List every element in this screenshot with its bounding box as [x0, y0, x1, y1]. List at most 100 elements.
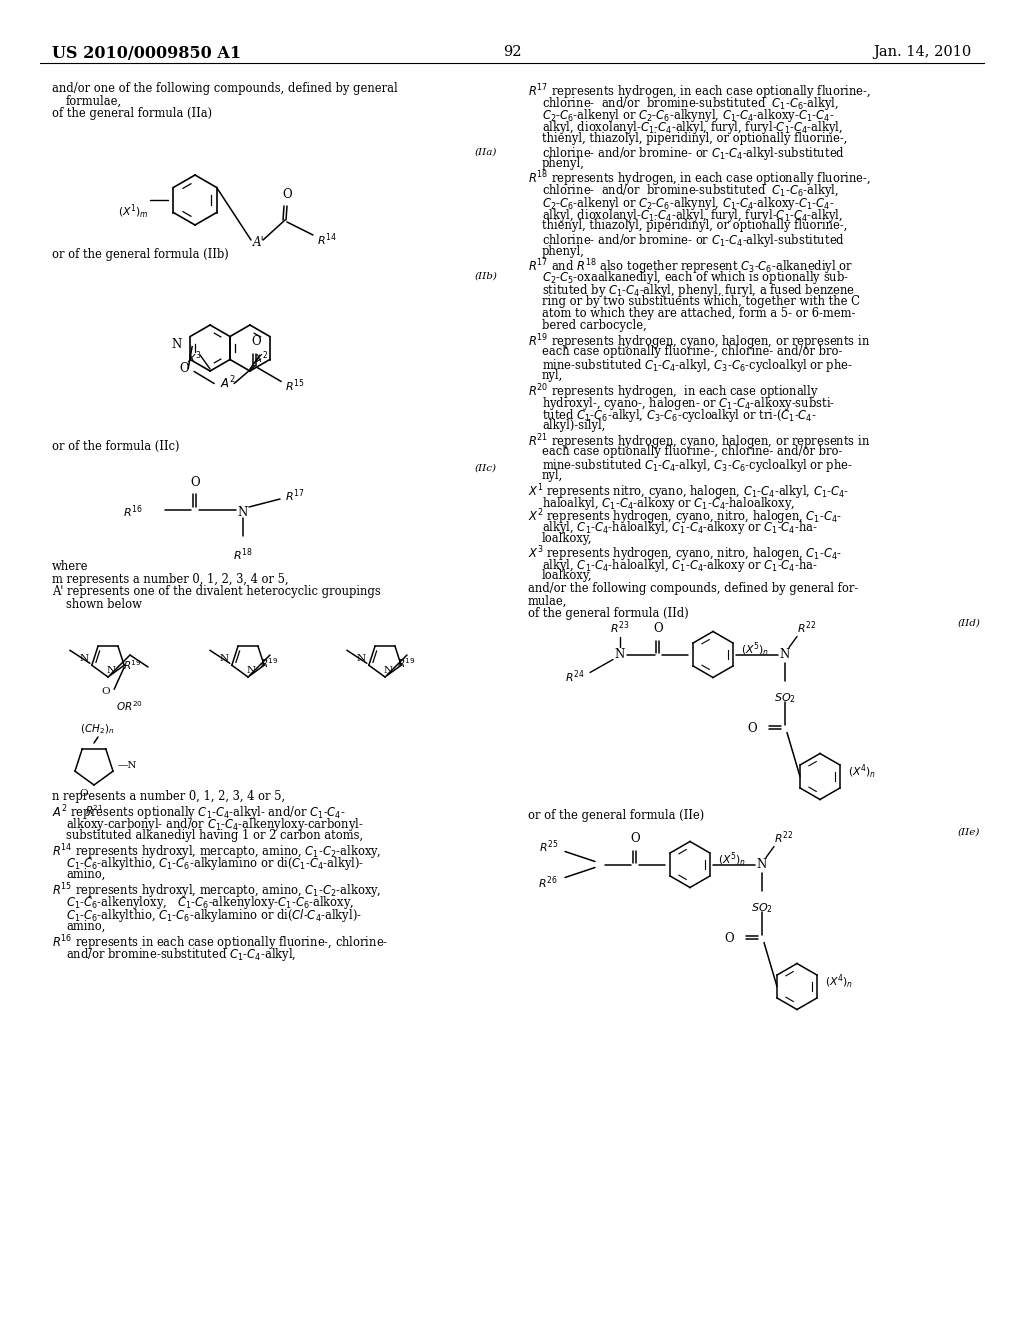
Text: alkyl, dioxolanyl-$C_1$-$C_4$-alkyl, furyl, furyl-$C_1$-$C_4$-alkyl,: alkyl, dioxolanyl-$C_1$-$C_4$-alkyl, fur… [542, 207, 843, 224]
Text: $C_2$-$C_6$-alkenyl or $C_2$-$C_6$-alkynyl, $C_1$-$C_4$-alkoxy-$C_1$-$C_4$-: $C_2$-$C_6$-alkenyl or $C_2$-$C_6$-alkyn… [542, 107, 835, 124]
Text: O: O [653, 622, 663, 635]
Text: shown below: shown below [66, 598, 142, 610]
Text: $R^{16}$: $R^{16}$ [123, 504, 143, 520]
Text: $R^{21}$ represents hydrogen, cyano, halogen, or represents in: $R^{21}$ represents hydrogen, cyano, hal… [528, 432, 870, 451]
Text: O: O [251, 335, 261, 348]
Text: (IIa): (IIa) [475, 148, 497, 157]
Text: $R^{15}$ represents hydroxyl, mercapto, amino, $C_1$-$C_2$-alkoxy,: $R^{15}$ represents hydroxyl, mercapto, … [52, 880, 382, 900]
Text: O: O [630, 832, 640, 845]
Text: $R^{14}$: $R^{14}$ [317, 232, 337, 248]
Text: $R^{20}$ represents hydrogen,  in each case optionally: $R^{20}$ represents hydrogen, in each ca… [528, 381, 819, 401]
Text: N: N [780, 648, 791, 661]
Text: A' represents one of the divalent heterocyclic groupings: A' represents one of the divalent hetero… [52, 585, 381, 598]
Text: chlorine- and/or bromine- or $C_1$-$C_4$-alkyl-substituted: chlorine- and/or bromine- or $C_1$-$C_4$… [542, 144, 845, 161]
Text: mulae,: mulae, [528, 594, 567, 607]
Text: A': A' [253, 235, 265, 248]
Text: O: O [101, 686, 111, 696]
Text: $R^{24}$: $R^{24}$ [565, 668, 585, 685]
Text: atom to which they are attached, form a 5- or 6-mem-: atom to which they are attached, form a … [542, 308, 855, 319]
Text: loalkoxy,: loalkoxy, [542, 569, 593, 582]
Text: amino,: amino, [66, 869, 105, 880]
Text: US 2010/0009850 A1: US 2010/0009850 A1 [52, 45, 241, 62]
Text: bered carbocycle,: bered carbocycle, [542, 319, 647, 333]
Text: $R^{17}$ represents hydrogen, in each case optionally fluorine-,: $R^{17}$ represents hydrogen, in each ca… [528, 82, 870, 102]
Text: (IIc): (IIc) [475, 465, 497, 473]
Text: where: where [52, 560, 88, 573]
Text: $R^{17}$: $R^{17}$ [285, 487, 305, 504]
Text: and/or bromine-substituted $C_1$-$C_4$-alkyl,: and/or bromine-substituted $C_1$-$C_4$-a… [66, 946, 296, 964]
Text: stituted by $C_1$-$C_4$-alkyl, phenyl, furyl, a fused benzene: stituted by $C_1$-$C_4$-alkyl, phenyl, f… [542, 282, 855, 300]
Text: loalkoxy,: loalkoxy, [542, 532, 593, 545]
Text: haloalkyl, $C_1$-$C_4$-alkoxy or $C_1$-$C_4$-haloalkoxy,: haloalkyl, $C_1$-$C_4$-alkoxy or $C_1$-$… [542, 495, 796, 511]
Text: chlorine- and/or bromine- or $C_1$-$C_4$-alkyl-substituted: chlorine- and/or bromine- or $C_1$-$C_4$… [542, 232, 845, 249]
Text: $A^2$: $A^2$ [220, 375, 237, 392]
Text: $SO_2$: $SO_2$ [774, 692, 796, 705]
Text: $R^{19}$: $R^{19}$ [260, 656, 279, 671]
Text: $(CH_2)_n$: $(CH_2)_n$ [80, 722, 115, 735]
Text: of the general formula (IIa): of the general formula (IIa) [52, 107, 212, 120]
Text: $R^{22}$: $R^{22}$ [797, 620, 816, 636]
Text: O: O [724, 932, 734, 945]
Text: chlorine-  and/or  bromine-substituted  $C_1$-$C_6$-alkyl,: chlorine- and/or bromine-substituted $C_… [542, 95, 839, 111]
Text: (IId): (IId) [957, 619, 980, 628]
Text: mine-substituted $C_1$-$C_4$-alkyl, $C_3$-$C_6$-cycloalkyl or phe-: mine-substituted $C_1$-$C_4$-alkyl, $C_3… [542, 457, 853, 474]
Text: $C_2$-$C_6$-alkenyl or $C_2$-$C_6$-alkynyl, $C_1$-$C_4$-alkoxy-$C_1$-$C_4$-: $C_2$-$C_6$-alkenyl or $C_2$-$C_6$-alkyn… [542, 194, 835, 211]
Text: O: O [748, 722, 757, 735]
Text: $R^{18}$: $R^{18}$ [233, 546, 253, 562]
Text: $R^{14}$ represents hydroxyl, mercapto, amino, $C_1$-$C_2$-alkoxy,: $R^{14}$ represents hydroxyl, mercapto, … [52, 842, 382, 862]
Text: N: N [219, 655, 228, 663]
Text: $X^3$: $X^3$ [187, 350, 202, 366]
Text: $X^2$ represents hydrogen, cyano, nitro, halogen, $C_1$-$C_4$-: $X^2$ represents hydrogen, cyano, nitro,… [528, 507, 842, 527]
Text: $R^{15}$: $R^{15}$ [285, 378, 305, 393]
Text: m represents a number 0, 1, 2, 3, 4 or 5,: m represents a number 0, 1, 2, 3, 4 or 5… [52, 573, 289, 586]
Text: phenyl,: phenyl, [542, 244, 585, 257]
Text: $R^{19}$: $R^{19}$ [123, 659, 141, 672]
Text: N: N [106, 667, 116, 675]
Text: 92: 92 [503, 45, 521, 59]
Text: N: N [79, 655, 88, 663]
Text: (IIe): (IIe) [957, 828, 980, 837]
Text: $C_1$-$C_6$-alkylthio, $C_1$-$C_6$-alkylamino or di($C_1$-$C_4$-alkyl)-: $C_1$-$C_6$-alkylthio, $C_1$-$C_6$-alkyl… [66, 855, 365, 873]
Text: of the general formula (IId): of the general formula (IId) [528, 607, 689, 620]
Text: each case optionally fluorine-, chlorine- and/or bro-: each case optionally fluorine-, chlorine… [542, 345, 843, 358]
Text: $R^{23}$: $R^{23}$ [610, 620, 630, 636]
Text: N: N [238, 506, 248, 519]
Text: chlorine-  and/or  bromine-substituted  $C_1$-$C_6$-alkyl,: chlorine- and/or bromine-substituted $C_… [542, 182, 839, 199]
Text: $R^{19}$ represents hydrogen, cyano, halogen, or represents in: $R^{19}$ represents hydrogen, cyano, hal… [528, 333, 870, 351]
Text: N: N [247, 667, 256, 675]
Text: $R^{21}$: $R^{21}$ [85, 803, 103, 817]
Text: N: N [356, 655, 366, 663]
Text: $(X^5)_n$: $(X^5)_n$ [741, 640, 769, 659]
Text: $SO_2$: $SO_2$ [751, 902, 773, 915]
Text: $C_1$-$C_6$-alkylthio, $C_1$-$C_6$-alkylamino or di($Cl$-$C_4$-alkyl)-: $C_1$-$C_6$-alkylthio, $C_1$-$C_6$-alkyl… [66, 907, 361, 924]
Text: alkyl, dioxolanyl-$C_1$-$C_4$-alkyl, furyl, furyl-$C_1$-$C_4$-alkyl,: alkyl, dioxolanyl-$C_1$-$C_4$-alkyl, fur… [542, 120, 843, 136]
Text: $X^1$ represents nitro, cyano, halogen, $C_1$-$C_4$-alkyl, $C_1$-$C_4$-: $X^1$ represents nitro, cyano, halogen, … [528, 482, 849, 502]
Text: $R^{19}$: $R^{19}$ [397, 656, 416, 671]
Text: or of the formula (IIc): or of the formula (IIc) [52, 440, 179, 453]
Text: $(X^5)_n$: $(X^5)_n$ [718, 850, 746, 869]
Text: alkyl, $C_1$-$C_4$-haloalkyl, $C_1$-$C_4$-alkoxy or $C_1$-$C_4$-ha-: alkyl, $C_1$-$C_4$-haloalkyl, $C_1$-$C_4… [542, 557, 818, 574]
Text: phenyl,: phenyl, [542, 157, 585, 170]
Text: $A^2$ represents optionally $C_1$-$C_4$-alkyl- and/or $C_1$-$C_4$-: $A^2$ represents optionally $C_1$-$C_4$-… [52, 803, 346, 822]
Text: $X^3$ represents hydrogen, cyano, nitro, halogen, $C_1$-$C_4$-: $X^3$ represents hydrogen, cyano, nitro,… [528, 544, 842, 564]
Text: each case optionally fluorine-, chlorine- and/or bro-: each case optionally fluorine-, chlorine… [542, 445, 843, 458]
Text: Jan. 14, 2010: Jan. 14, 2010 [873, 45, 972, 59]
Text: —N: —N [118, 760, 137, 770]
Text: thienyl, thiazolyl, piperidinyl, or optionally fluorine-,: thienyl, thiazolyl, piperidinyl, or opti… [542, 219, 848, 232]
Text: amino,: amino, [66, 920, 105, 933]
Text: substituted alkanediyl having 1 or 2 carbon atoms,: substituted alkanediyl having 1 or 2 car… [66, 829, 364, 842]
Text: $(X^4)_n$: $(X^4)_n$ [825, 973, 853, 990]
Text: (IIb): (IIb) [474, 272, 497, 281]
Text: $R^{22}$: $R^{22}$ [774, 830, 794, 846]
Text: O: O [190, 475, 200, 488]
Text: $R^{17}$ and $R^{18}$ also together represent $C_3$-$C_6$-alkanediyl or: $R^{17}$ and $R^{18}$ also together repr… [528, 257, 853, 277]
Text: $R^{18}$ represents hydrogen, in each case optionally fluorine-,: $R^{18}$ represents hydrogen, in each ca… [528, 169, 870, 189]
Text: and/or one of the following compounds, defined by general: and/or one of the following compounds, d… [52, 82, 397, 95]
Text: alkyl)-silyl,: alkyl)-silyl, [542, 420, 605, 433]
Text: N: N [757, 858, 767, 871]
Text: O: O [179, 362, 189, 375]
Text: nyl,: nyl, [542, 370, 563, 383]
Text: or of the general formula (IIb): or of the general formula (IIb) [52, 248, 228, 261]
Text: and/or the following compounds, defined by general for-: and/or the following compounds, defined … [528, 582, 858, 595]
Text: mine-substituted $C_1$-$C_4$-alkyl, $C_3$-$C_6$-cycloalkyl or phe-: mine-substituted $C_1$-$C_4$-alkyl, $C_3… [542, 356, 853, 374]
